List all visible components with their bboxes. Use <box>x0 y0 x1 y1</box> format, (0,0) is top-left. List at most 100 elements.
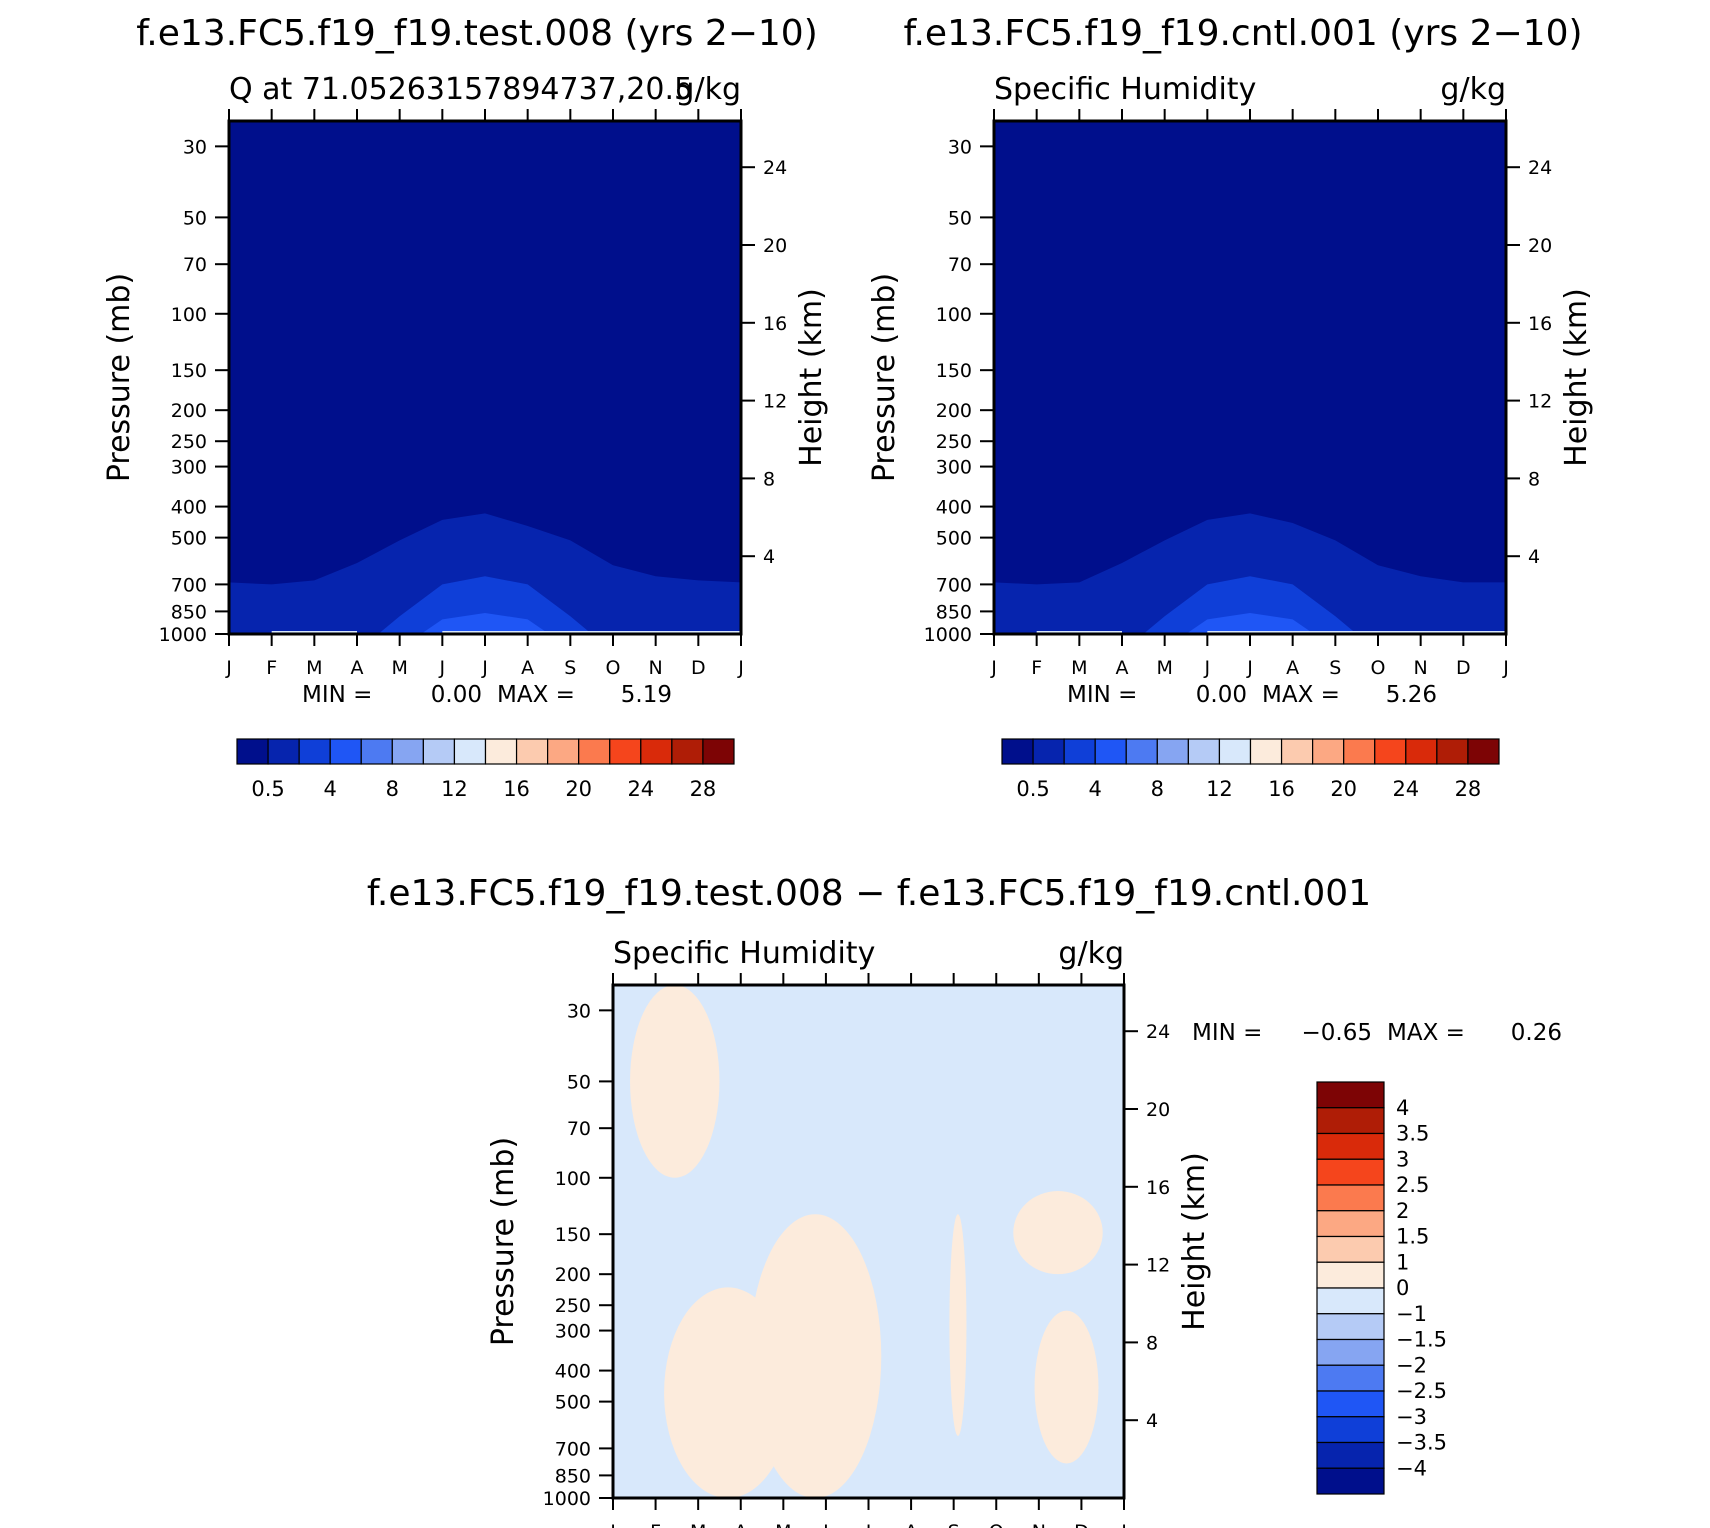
panel-cntl-colorbar-label: 16 <box>1268 777 1295 801</box>
panel-diff-ytick-right-label: 8 <box>1146 1332 1158 1354</box>
panel-diff-colorbar-label: 3.5 <box>1396 1122 1429 1146</box>
panel-diff-colorbar-box <box>1316 1158 1385 1186</box>
panel-diff-colorbar-box <box>1316 1287 1385 1315</box>
panel-cntl-ytick-label: 300 <box>936 457 972 479</box>
panel-test-xtick-label: M <box>391 657 407 679</box>
panel-cntl-colorbar-box <box>1032 738 1065 765</box>
panel-cntl-xtick-label: D <box>1456 657 1471 679</box>
panel-cntl-ytick-label: 150 <box>936 360 972 382</box>
panel-test-ytick-label: 300 <box>171 457 207 479</box>
panel-diff-colorbar-box <box>1316 1261 1385 1289</box>
panel-diff-max-value: 0.26 <box>1511 1020 1562 1046</box>
panel-cntl-ytick-right-label: 12 <box>1528 391 1552 413</box>
panel-diff-colorbar-label: −3.5 <box>1396 1431 1447 1455</box>
panel-test-ytick-label: 30 <box>183 136 207 158</box>
panel-test-colorbar-box <box>422 738 456 765</box>
panel-diff-colorbar-label: 3 <box>1396 1147 1409 1171</box>
panel-test-ytick-right-label: 16 <box>763 313 787 335</box>
panel-diff-min-label: MIN = <box>1192 1020 1262 1046</box>
panel-cntl-title-right: g/kg <box>1440 72 1506 107</box>
panel-cntl-colorbar-box <box>1249 738 1283 765</box>
panel-test-colorbar-box <box>484 738 518 765</box>
panel-test-colorbar-box <box>329 738 362 765</box>
panel-test-title-right: g/kg <box>675 72 741 107</box>
panel-test-colorbar-box <box>702 738 735 765</box>
panel-test-xtick-label: F <box>266 657 277 679</box>
title-diff: f.e13.FC5.f19_f19.test.008 − f.e13.FC5.f… <box>367 873 1371 914</box>
panel-test-ytick-label: 500 <box>171 528 207 550</box>
panel-diff-colorbar-box <box>1316 1467 1385 1495</box>
panel-test-colorbar-box <box>578 738 611 765</box>
panel-diff-xtick-label: N <box>1032 1521 1046 1528</box>
panel-test-colorbar-box <box>453 738 487 765</box>
panel-cntl-colorbar-box <box>1218 738 1252 765</box>
panel-cntl-xtick-label: F <box>1031 657 1042 679</box>
panel-cntl-xtick-label: S <box>1329 657 1341 679</box>
panel-cntl-ytick-right-label: 20 <box>1528 235 1552 257</box>
panel-test-colorbar-label: 8 <box>386 777 399 801</box>
panel-test-ylabel: Pressure (mb) <box>102 273 137 482</box>
panel-cntl-colorbar-label: 28 <box>1455 777 1482 801</box>
panel-diff-min-value: −0.65 <box>1302 1020 1372 1046</box>
panel-cntl-xtick-label: M <box>1071 657 1087 679</box>
panel-diff-colorbar-label: −4 <box>1396 1456 1427 1480</box>
panel-test-field <box>229 121 741 634</box>
panel-diff-colorbar-label: 1 <box>1396 1250 1409 1274</box>
panel-test-ytick-label: 400 <box>171 497 207 519</box>
panel-cntl-colorbar-box <box>1001 738 1034 765</box>
panel-cntl-ytick-right-label: 8 <box>1528 468 1540 490</box>
title-cntl: f.e13.FC5.f19_f19.cntl.001 (yrs 2−10) <box>903 13 1582 54</box>
panel-test-ylabel-right: Height (km) <box>794 288 829 467</box>
panel-cntl-xtick-label: J <box>1502 657 1509 679</box>
panel-test-colorbar-box <box>360 738 393 765</box>
panel-diff-xtick-label: F <box>650 1521 661 1528</box>
panel-cntl-colorbar-box <box>1156 738 1189 765</box>
panel-test-xtick-label: J <box>737 657 744 679</box>
panel-diff-ytick-label: 50 <box>567 1071 591 1093</box>
panel-diff-colorbar-label: −3 <box>1396 1405 1427 1429</box>
panel-diff-positive-region <box>1034 1310 1099 1464</box>
panel-diff-colorbar-box <box>1316 1364 1385 1392</box>
panel-cntl-colorbar-box <box>1094 738 1127 765</box>
panel-test-ytick-right-label: 20 <box>763 235 787 257</box>
panel-cntl-colorbar-box <box>1063 738 1096 765</box>
panel-diff-ytick-label: 700 <box>555 1438 591 1460</box>
panel-cntl-title-left: Specific Humidity <box>994 72 1256 107</box>
panel-cntl-contour-band <box>994 513 1506 634</box>
panel-cntl-ytick-label: 500 <box>936 528 972 550</box>
panel-cntl-colorbar-box <box>1312 738 1345 765</box>
panel-test-contour-band <box>421 613 549 634</box>
panel-test-min-label: MIN = <box>302 682 372 708</box>
panel-test-title-left: Q at 71.05263157894737,20.5 <box>229 72 693 107</box>
panel-cntl-max-label: MAX = <box>1262 682 1340 708</box>
panel-diff-colorbar-label: −1 <box>1396 1302 1427 1326</box>
panel-test-colorbar-box <box>609 738 642 765</box>
panel-cntl-ytick-right-label: 16 <box>1528 313 1552 335</box>
panel-diff-xtick-label: O <box>989 1521 1004 1528</box>
panel-diff-stats: MIN = −0.65 MAX = 0.26 <box>1192 1020 1562 1046</box>
panel-diff-colorbar-label: 2.5 <box>1396 1173 1429 1197</box>
panel-cntl-ytick-label: 200 <box>936 400 972 422</box>
panel-test-xtick-label: S <box>564 657 576 679</box>
panel-test-ytick-label: 200 <box>171 400 207 422</box>
panel-test-colorbar-box <box>515 738 549 765</box>
panel-cntl-min-value: 0.00 <box>1196 682 1247 708</box>
panel-diff-ytick-label: 150 <box>555 1224 591 1246</box>
panel-test-xtick-label: J <box>481 657 488 679</box>
panel-test-colorbar-label: 16 <box>503 777 530 801</box>
panel-test-ytick-label: 850 <box>171 601 207 623</box>
panel-diff-ytick-label: 250 <box>555 1295 591 1317</box>
panel-cntl-colorbar-box <box>1374 738 1407 765</box>
panel-cntl-colorbar-label: 24 <box>1392 777 1419 801</box>
panel-cntl-xtick-label: N <box>1414 657 1428 679</box>
panel-test-xtick-label: D <box>691 657 706 679</box>
panel-test-colorbar-label: 28 <box>690 777 717 801</box>
panel-cntl-ylabel: Pressure (mb) <box>867 273 902 482</box>
panel-test-xtick-label: O <box>606 657 621 679</box>
panel-cntl-field <box>994 121 1506 634</box>
panel-test-colorbar: 0.5 4 8 12 16 20 24 28 <box>236 738 735 801</box>
panel-cntl-colorbar-label: 12 <box>1206 777 1233 801</box>
panel-diff-colorbar-label: −2.5 <box>1396 1379 1447 1403</box>
panel-diff-ytick-label: 500 <box>555 1392 591 1414</box>
panel-cntl-xtick-label: J <box>1204 657 1211 679</box>
